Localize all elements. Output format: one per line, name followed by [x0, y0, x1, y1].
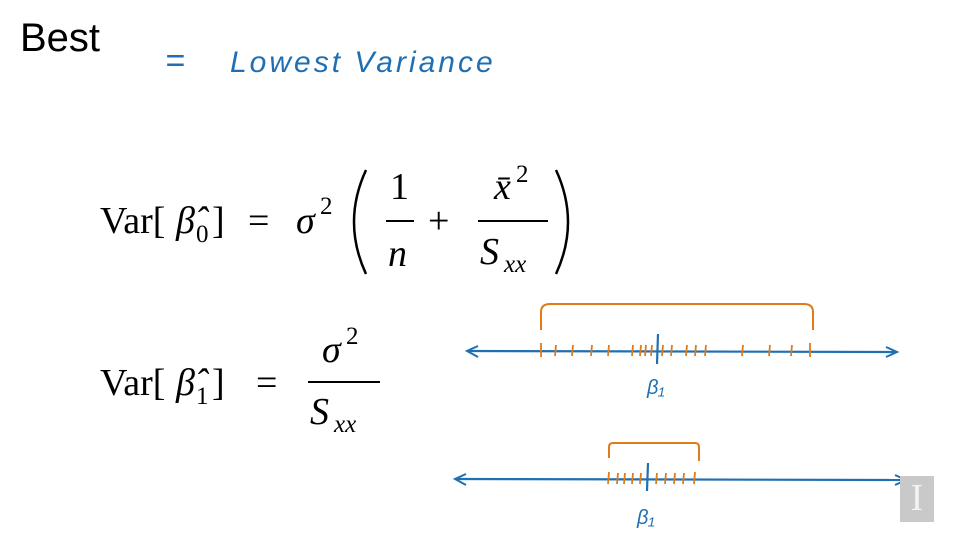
formula1-numerator-2-exponent: 2: [516, 161, 529, 188]
number-line-narrow-spread: β₁: [452, 442, 909, 529]
estimate-tick: [639, 472, 642, 485]
formula1-paren-left: [352, 169, 368, 275]
estimate-tick: [673, 472, 676, 485]
formula1-equals: =: [248, 200, 269, 242]
true-beta-marker-1: [655, 333, 660, 365]
formula2-denominator-subscript: xx: [333, 411, 356, 438]
estimate-tick: [693, 471, 696, 485]
number-line-2-label: β₁: [636, 507, 655, 529]
number-line-1-label: β₁: [646, 377, 665, 399]
formula1-denominator-2-subscript: xx: [503, 251, 526, 278]
estimate-tick: [661, 344, 664, 357]
estimate-tick: [571, 344, 574, 357]
annotation-text: Lowest Variance: [230, 46, 496, 79]
estimate-tick: [704, 344, 707, 357]
estimate-ticks-wide: [540, 343, 811, 357]
slide-heading: Best: [20, 16, 101, 60]
formula2-var-prefix: Var[: [100, 362, 165, 404]
formula1-denominator-2: S: [480, 231, 499, 273]
number-line-1-arrow-left: [464, 345, 479, 358]
handwritten-annotation: = Lowest Variance: [165, 42, 496, 80]
spread-bracket-narrow: [608, 442, 700, 461]
estimate-tick: [607, 344, 610, 357]
spread-bracket-wide: [540, 303, 814, 330]
estimate-tick: [741, 344, 744, 357]
number-line-wide-spread: β₁: [464, 303, 900, 399]
estimate-tick: [590, 344, 593, 357]
estimate-ticks-narrow: [607, 471, 696, 485]
estimate-tick: [768, 344, 771, 357]
true-beta-marker-2: [645, 462, 650, 492]
number-line-2-axis: [455, 477, 907, 482]
formula2-numerator: σ: [322, 329, 342, 371]
formula1-numerator-1: 1: [390, 166, 409, 208]
estimate-tick: [631, 472, 634, 485]
variance-formula-beta0: Var[ β̂ 0 ] = σ 2 1 n + x̄ 2 S xx: [100, 161, 570, 278]
logo-glyph: I: [910, 477, 924, 519]
estimate-tick: [607, 471, 610, 485]
estimate-tick: [655, 472, 658, 485]
formula1-var-prefix: Var[: [100, 200, 165, 242]
formula1-denominator-1: n: [388, 233, 407, 275]
formula1-paren-right: [554, 169, 570, 275]
formula2-bracket-close: ]: [212, 362, 225, 404]
estimate-tick: [664, 472, 667, 485]
formula2-numerator-exponent: 2: [346, 323, 359, 350]
estimate-tick: [644, 344, 647, 357]
formula1-sigma: σ: [296, 200, 316, 242]
estimate-tick: [554, 344, 557, 357]
annotation-equals: =: [165, 42, 185, 80]
formula1-plus: +: [428, 200, 449, 242]
formula1-bracket-close: ]: [212, 200, 225, 242]
university-logo: I: [900, 476, 934, 522]
formula2-denominator: S: [310, 391, 329, 433]
number-line-2-arrow-left: [452, 473, 467, 486]
formula2-subscript: 1: [196, 383, 209, 410]
estimate-tick: [670, 344, 673, 357]
formula1-sigma-exponent: 2: [320, 193, 333, 220]
estimate-tick: [616, 472, 619, 485]
estimate-tick: [790, 344, 793, 357]
formula1-numerator-2: x̄: [493, 166, 511, 208]
number-line-1-axis: [467, 349, 897, 354]
estimate-tick: [694, 344, 697, 357]
estimate-tick: [650, 344, 653, 357]
variance-formula-beta1: Var[ β̂ 1 ] = σ 2 S xx: [100, 323, 380, 438]
estimate-tick: [639, 344, 642, 357]
estimate-tick: [685, 344, 688, 357]
formula2-equals: =: [256, 362, 277, 404]
estimate-tick: [623, 472, 626, 485]
estimate-tick: [682, 472, 685, 485]
number-line-1-arrow-right: [885, 346, 900, 358]
formula1-subscript: 0: [196, 221, 209, 248]
estimate-tick: [631, 344, 634, 357]
